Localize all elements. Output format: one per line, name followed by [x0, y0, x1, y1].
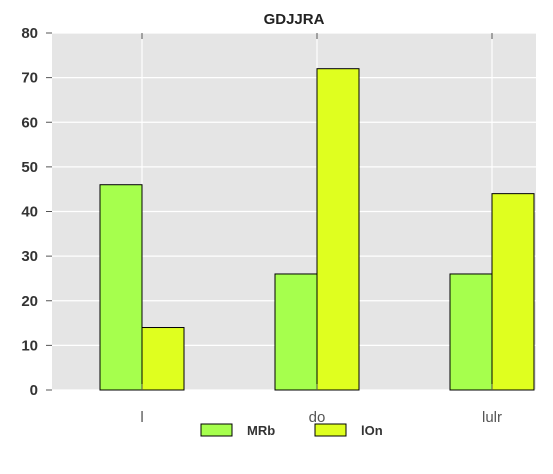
bar-mrb-do — [274, 273, 318, 391]
y-tick-label: 60 — [21, 114, 38, 131]
x-tick-label: l — [140, 409, 143, 426]
legend: MRb lOn — [200, 423, 383, 438]
y-tick-label: 20 — [21, 293, 38, 310]
bar-mrb-l — [99, 184, 143, 391]
legend-label-lon: lOn — [361, 423, 383, 438]
legend-swatch-mrb — [200, 423, 233, 437]
bar-lon-do — [316, 68, 360, 391]
y-tick-label: 50 — [21, 159, 38, 176]
legend-label-mrb: MRb — [247, 423, 275, 438]
x-tick-label: do — [309, 409, 326, 426]
y-tick-label: 80 — [21, 25, 38, 42]
y-axis: 0 10 20 30 40 50 60 70 80 — [21, 25, 52, 399]
chart-title: GDJJRA — [264, 11, 325, 28]
y-tick-label: 70 — [21, 70, 38, 87]
y-tick-label: 40 — [21, 204, 38, 221]
y-tick-label: 0 — [30, 382, 38, 399]
bar-lon-lulr — [491, 193, 535, 391]
legend-swatch-lon — [314, 423, 347, 437]
x-tick-label: lulr — [482, 409, 502, 426]
bar-lon-l — [141, 327, 185, 391]
y-tick-label: 10 — [21, 337, 38, 354]
bar-mrb-lulr — [449, 273, 493, 391]
bars — [99, 68, 535, 391]
y-tick-label: 30 — [21, 248, 38, 265]
x-axis: l do lulr — [140, 33, 502, 426]
